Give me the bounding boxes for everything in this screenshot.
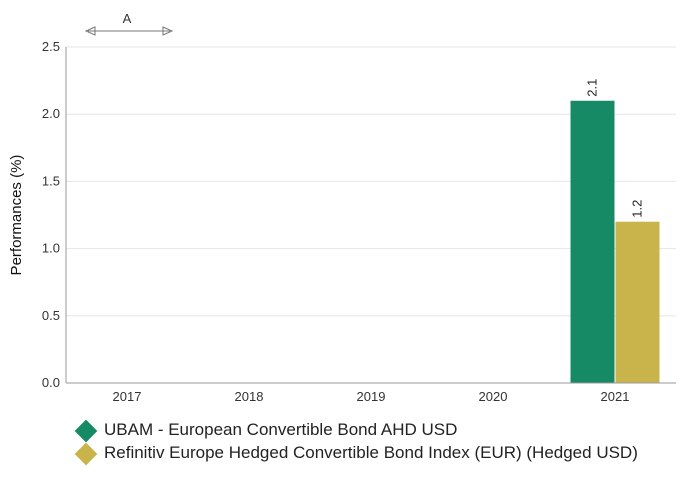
y-tick-label: 2.5 xyxy=(42,39,60,54)
x-tick-label: 2020 xyxy=(479,389,508,404)
data-label: 1.2 xyxy=(630,200,645,218)
y-tick-label: 1.0 xyxy=(42,241,60,256)
period-annotation: A xyxy=(84,11,174,36)
y-tick-label: 1.5 xyxy=(42,173,60,188)
bar xyxy=(615,221,660,383)
legend-item: UBAM - European Convertible Bond AHD USD xyxy=(74,419,674,443)
bars xyxy=(570,100,660,383)
arrow-left-icon xyxy=(84,26,96,36)
diamond-icon xyxy=(74,442,98,466)
annotation-label: A xyxy=(123,11,132,26)
diamond-icon xyxy=(74,419,98,443)
legend-item: Refinitiv Europe Hedged Convertible Bond… xyxy=(74,442,674,466)
y-axis-label: Performances (%) xyxy=(8,155,25,276)
x-tick-label: 2021 xyxy=(601,389,630,404)
y-tick-label: 0.0 xyxy=(42,375,60,390)
data-labels: 2.1 1.2 xyxy=(585,79,645,218)
bar xyxy=(570,100,615,383)
x-tick-label: 2017 xyxy=(113,389,142,404)
x-tick-label: 2019 xyxy=(357,389,386,404)
arrow-right-icon xyxy=(162,26,174,36)
bar-chart: 0.00.51.01.52.02.5 2017 2018 2019 2020 2021 … xyxy=(8,11,676,404)
x-tick-label: 2018 xyxy=(235,389,264,404)
y-axis-ticks: 0.0 0.5 1.0 1.5 2.0 2.5 xyxy=(42,39,60,390)
legend-label: UBAM - European Convertible Bond AHD USD xyxy=(104,420,458,439)
x-axis-ticks: 2017 2018 2019 2020 2021 xyxy=(113,389,630,404)
y-tick-label: 0.5 xyxy=(42,308,60,323)
y-tick-label: 2.0 xyxy=(42,106,60,121)
data-label: 2.1 xyxy=(585,79,600,97)
legend: UBAM - European Convertible Bond AHD USD… xyxy=(74,419,674,467)
legend-label: Refinitiv Europe Hedged Convertible Bond… xyxy=(104,443,638,462)
